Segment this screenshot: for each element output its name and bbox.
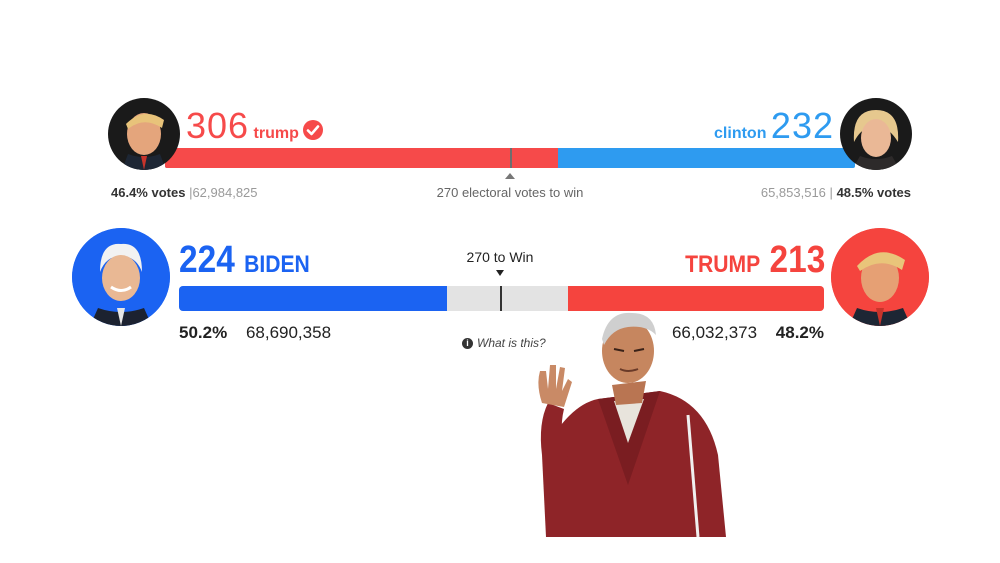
biden-electoral-votes: 224 bbox=[179, 239, 235, 281]
what-is-this-link[interactable]: i What is this? bbox=[462, 336, 546, 350]
threshold-marker bbox=[500, 286, 502, 311]
trump-popular-vote: 46.4% votes |62,984,825 bbox=[111, 185, 258, 200]
man-in-red-tracksuit-cutout bbox=[528, 305, 728, 538]
trump-name-label: trump bbox=[253, 125, 299, 142]
triangle-up-icon bbox=[505, 173, 515, 179]
threshold-label-2020: 270 to Win bbox=[466, 249, 534, 265]
clinton-name-label: clinton bbox=[714, 125, 767, 142]
trump-portrait-2016 bbox=[108, 98, 180, 170]
threshold-label-2016: 270 electoral votes to win bbox=[436, 185, 584, 200]
triangle-down-icon bbox=[496, 270, 504, 276]
biden-vote-count: 68,690,358 bbox=[245, 323, 332, 342]
clinton-electoral-votes: 232 bbox=[770, 105, 834, 146]
separator: | bbox=[829, 185, 833, 200]
biden-bar-segment bbox=[179, 286, 447, 311]
electoral-bar-2020 bbox=[179, 286, 824, 311]
biden-portrait bbox=[72, 228, 170, 326]
trump-2020-score: TRUMP 213 bbox=[683, 240, 825, 280]
biden-vote-percent: 50.2% bbox=[179, 323, 228, 342]
separator: | bbox=[189, 185, 193, 200]
clinton-portrait-2016 bbox=[840, 98, 912, 170]
clinton-popular-vote: 65,853,516 | 48.5% votes bbox=[761, 185, 911, 200]
biden-popular-vote: 50.2% 68,690,358 bbox=[179, 323, 331, 343]
trump-electoral-votes: 213 bbox=[769, 239, 825, 281]
biden-score: 224 BIDEN bbox=[179, 240, 310, 285]
trump-portrait-2020 bbox=[831, 228, 929, 326]
trump-2016-score: 306 trump bbox=[186, 105, 324, 146]
trump-bar-segment bbox=[568, 286, 824, 311]
info-icon: i bbox=[462, 338, 473, 350]
clinton-vote-percent: 48.5% votes bbox=[836, 185, 911, 200]
clinton-2016-score: clinton 232 bbox=[714, 108, 834, 144]
trump-vote-count: 66,032,373 bbox=[671, 323, 758, 342]
trump-bar-segment bbox=[165, 148, 558, 168]
trump-electoral-votes: 306 bbox=[186, 105, 250, 146]
electoral-bar-2016 bbox=[165, 148, 855, 168]
clinton-vote-count: 65,853,516 bbox=[760, 185, 826, 200]
trump-popular-vote: 66,032,373 48.2% bbox=[672, 323, 824, 343]
biden-name-label: BIDEN bbox=[244, 251, 310, 278]
trump-name-label: TRUMP bbox=[684, 251, 760, 278]
threshold-marker bbox=[510, 148, 512, 168]
trump-vote-percent: 46.4% votes bbox=[111, 185, 186, 200]
trump-vote-count: 62,984,825 bbox=[192, 185, 258, 200]
what-is-this-label: What is this? bbox=[477, 336, 546, 350]
winner-check-icon bbox=[303, 120, 324, 140]
trump-vote-percent: 48.2% bbox=[775, 323, 824, 342]
